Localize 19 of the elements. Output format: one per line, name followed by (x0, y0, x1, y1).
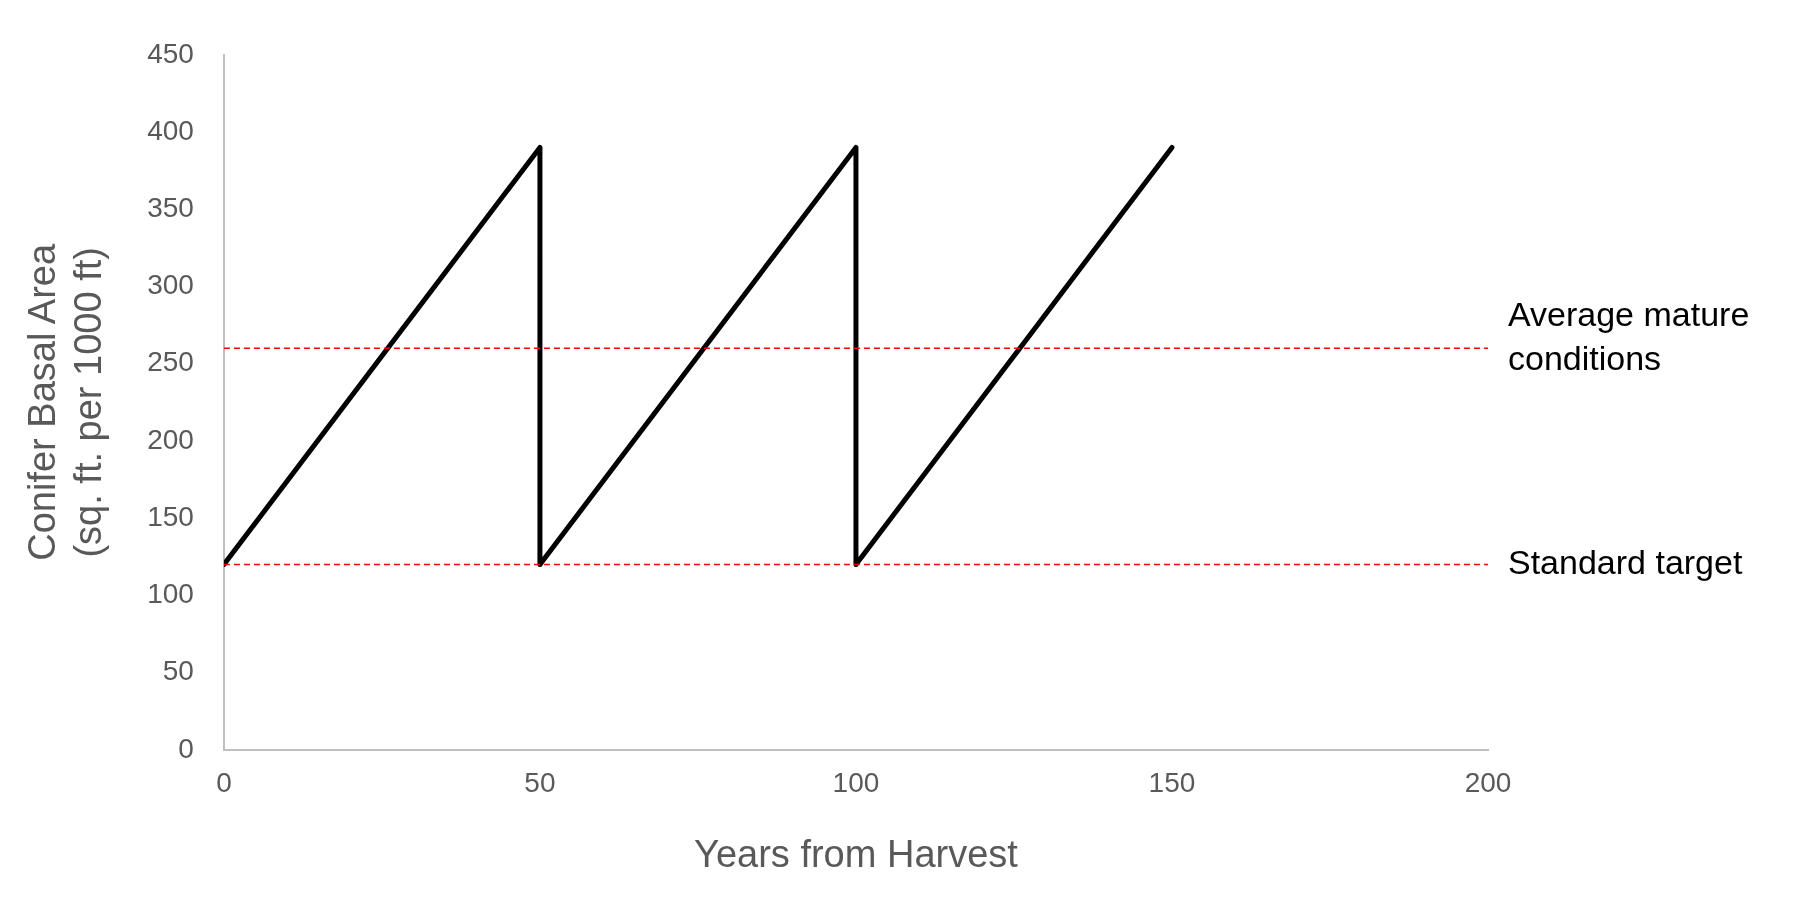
x-tick-label: 0 (216, 767, 232, 799)
y-tick-label: 50 (162, 655, 194, 687)
y-tick-label: 400 (147, 114, 194, 146)
y-tick-label: 0 (178, 732, 194, 764)
x-tick-label: 150 (1148, 767, 1196, 799)
y-tick-label: 300 (147, 269, 194, 301)
x-tick-label: 200 (1464, 767, 1512, 799)
x-tick-label: 50 (524, 767, 556, 799)
x-tick-label: 100 (832, 767, 880, 799)
ref-line-label: Standard target (1508, 542, 1743, 581)
y-tick-label: 150 (147, 500, 194, 532)
y-tick-label: 450 (147, 37, 194, 69)
x-axis-title: Years from Harvest (694, 832, 1019, 875)
y-tick-label: 250 (147, 346, 194, 378)
y-axis-title: Conifer Basal Area (sq. ft. per 1000 ft) (21, 243, 109, 561)
y-tick-label: 350 (147, 191, 194, 223)
y-tick-label: 200 (147, 423, 194, 455)
ref-line-label: Average mature conditions (1508, 294, 1750, 377)
y-tick-label: 100 (147, 578, 194, 610)
